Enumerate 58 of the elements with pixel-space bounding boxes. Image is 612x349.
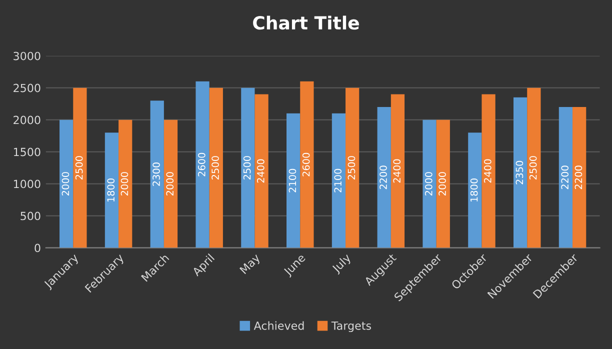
- bar: [482, 94, 496, 248]
- data-label: 2000: [62, 172, 70, 196]
- legend-label: Targets: [331, 322, 372, 332]
- data-label: 2600: [198, 152, 206, 176]
- bar: [150, 100, 164, 248]
- data-label: 2600: [302, 152, 310, 176]
- data-label: 2500: [75, 156, 83, 180]
- bar: [209, 88, 223, 248]
- y-tick-label: 1000: [14, 180, 40, 188]
- y-tick-label: 2500: [14, 84, 40, 92]
- bar: [558, 107, 573, 248]
- legend-label: Achieved: [254, 321, 304, 330]
- data-label: 2500: [529, 156, 537, 180]
- data-label: 1800: [470, 178, 478, 202]
- bar: [346, 88, 360, 248]
- bar: [390, 94, 405, 248]
- y-tick-label: 500: [20, 212, 40, 220]
- y-tick-label: 0: [34, 244, 40, 252]
- bar: [436, 120, 450, 248]
- bar: [164, 120, 178, 248]
- data-label: 2500: [348, 156, 356, 180]
- data-label: 2300: [152, 162, 160, 186]
- data-label: 2400: [393, 159, 401, 183]
- bar: [118, 120, 132, 248]
- data-label: 2100: [334, 168, 342, 192]
- data-label: 2000: [424, 172, 432, 196]
- bar: [572, 107, 586, 248]
- bar: [422, 120, 436, 248]
- data-label: 2000: [120, 172, 128, 196]
- bar: [241, 88, 255, 248]
- bar: [104, 132, 119, 248]
- chart-title: Chart Title: [253, 16, 359, 30]
- data-label: 2200: [380, 166, 387, 190]
- bar: [332, 113, 346, 248]
- bar: [286, 113, 300, 248]
- y-tick-label: 2000: [14, 116, 40, 124]
- y-tick-label: 1500: [14, 148, 40, 156]
- bar: [73, 88, 87, 248]
- data-label: 2100: [288, 168, 296, 192]
- bar: [60, 120, 74, 248]
- bar: [377, 107, 391, 248]
- data-label: 2350: [516, 160, 524, 184]
- data-label: 2200: [574, 166, 582, 190]
- data-label: 2400: [257, 159, 264, 183]
- bar: [254, 94, 268, 248]
- bar: [514, 97, 528, 248]
- data-label: 2200: [561, 166, 569, 190]
- bar: [196, 81, 210, 248]
- bar: [527, 88, 541, 248]
- bar: [300, 81, 314, 248]
- data-label: 2000: [166, 172, 174, 196]
- bar: [468, 132, 482, 248]
- y-tick-label: 3000: [14, 52, 40, 60]
- data-label: 2500: [243, 156, 251, 180]
- data-label: 2400: [484, 159, 492, 183]
- data-label: 2000: [438, 172, 446, 196]
- data-label: 1800: [107, 178, 115, 202]
- data-label: 2500: [212, 156, 219, 180]
